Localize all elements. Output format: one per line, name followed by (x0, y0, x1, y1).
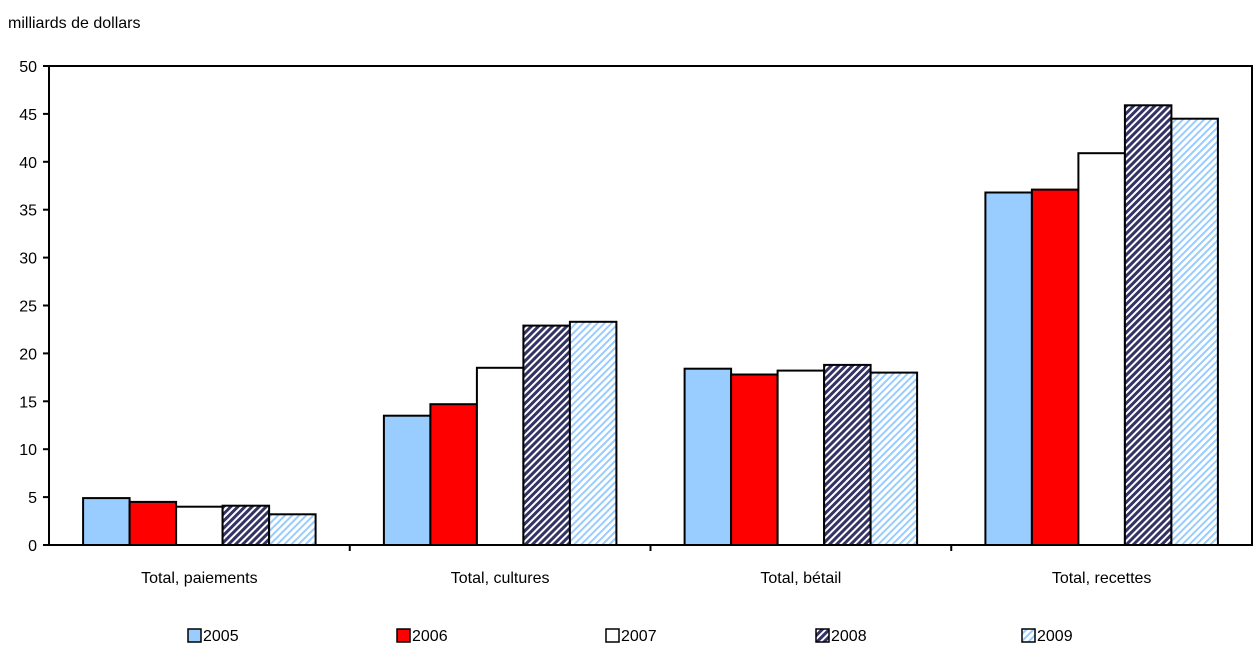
x-tick-label: Total, cultures (451, 570, 550, 587)
legend-label-2006: 2006 (412, 628, 448, 645)
bar-2006-3 (730, 373, 779, 546)
bar-2006-2 (429, 403, 478, 547)
y-tick-label: 45 (19, 107, 37, 124)
legend: 2005 2006 2007 2008 2009 (187, 628, 1073, 645)
legend-label-2008: 2008 (831, 628, 867, 645)
legend-label-2005: 2005 (203, 628, 239, 645)
legend-swatch-2007 (605, 628, 620, 643)
y-tick-label: 15 (19, 394, 37, 411)
bar-2009-4 (1170, 117, 1219, 546)
bar-2005-2 (382, 414, 432, 547)
legend-swatch-2008 (815, 628, 830, 643)
legend-swatch-2005 (187, 628, 202, 643)
y-tick-label: 50 (19, 59, 37, 76)
bar-2007-4 (1077, 152, 1126, 546)
bar-2009-2 (568, 320, 618, 546)
y-tick-label: 40 (19, 155, 37, 172)
x-tick-label: Total, paiements (141, 570, 258, 587)
y-tick-label: 5 (28, 490, 37, 507)
y-tick-label: 0 (28, 538, 37, 555)
y-tick-label: 25 (19, 299, 37, 316)
bar-2007-1 (175, 505, 224, 547)
y-tick-label: 10 (19, 442, 37, 459)
legend-label-2009: 2009 (1037, 628, 1073, 645)
bar-2005-3 (683, 367, 733, 547)
y-tick-label: 30 (19, 251, 37, 268)
y-tick-label: 35 (19, 203, 37, 220)
bar-2008-3 (823, 363, 872, 546)
bar-2006-1 (128, 500, 178, 546)
x-tick-label: Total, bétail (760, 570, 841, 587)
bar-2007-2 (475, 366, 525, 546)
legend-swatch-2009 (1021, 628, 1036, 643)
plot-area (48, 65, 1253, 547)
bar-2009-1 (268, 513, 317, 546)
bar-2008-4 (1123, 104, 1173, 547)
x-axis: Total, paiements Total, cultures Total, bé… (141, 545, 1151, 587)
bar-2006-4 (1030, 188, 1080, 546)
y-axis-label: milliards de dollars (8, 15, 141, 32)
bar-2008-1 (221, 504, 271, 547)
legend-label-2007: 2007 (621, 628, 657, 645)
x-tick-label: Total, recettes (1052, 570, 1152, 587)
bar-2008-2 (522, 324, 571, 546)
bar-2009-3 (869, 371, 919, 546)
bar-2007-3 (776, 369, 826, 546)
legend-swatch-2006 (396, 628, 411, 643)
y-tick-label: 20 (19, 346, 37, 363)
bar-2005-4 (984, 191, 1033, 546)
y-axis: 0 5 10 15 20 25 30 35 40 45 50 (19, 59, 49, 555)
bar-2005-1 (82, 497, 131, 547)
